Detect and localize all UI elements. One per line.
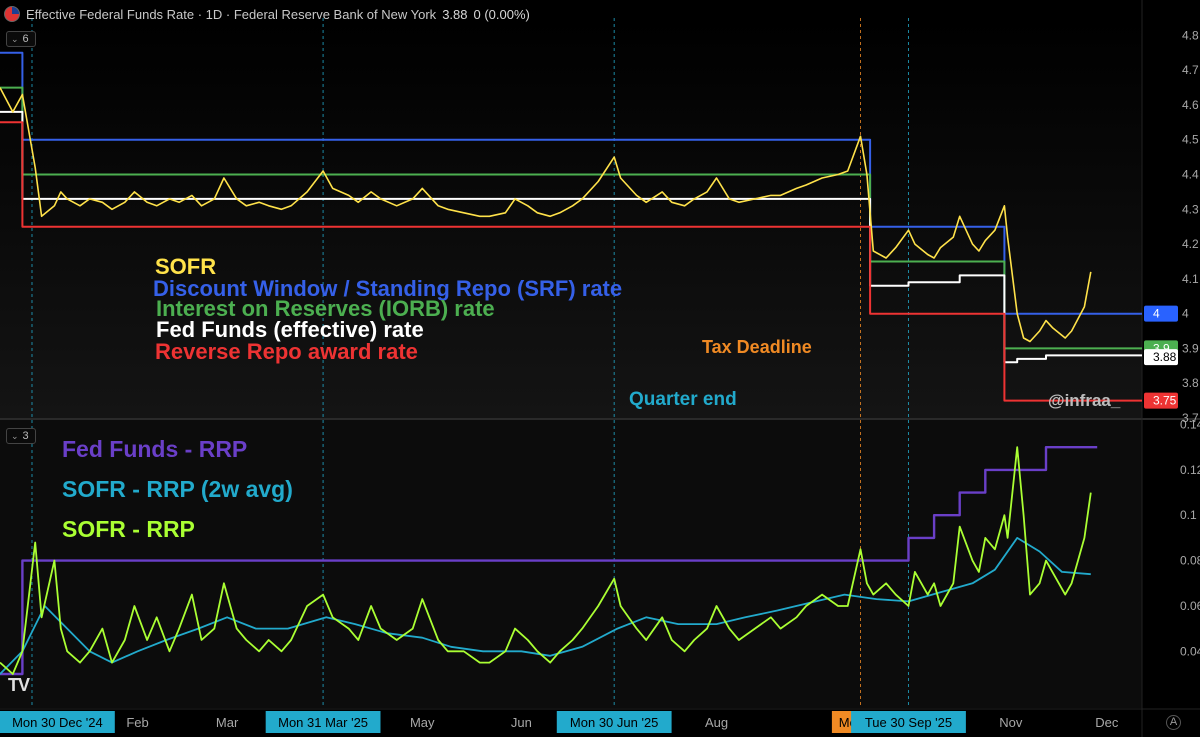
series-sofr[interactable]: [0, 87, 1092, 343]
watermark: @infraa_: [1048, 391, 1121, 410]
bottom-pane-indicator-count[interactable]: ⌄ 3: [6, 428, 36, 444]
price-tag-label: 3.75: [1153, 394, 1177, 408]
legend-sofr-minus-rrp: SOFR - RRP: [62, 516, 195, 542]
auto-scale-icon[interactable]: A: [1166, 715, 1181, 730]
legend-rrp: Reverse Repo award rate: [155, 339, 418, 364]
x-tick-highlight: Tue 30 Sep '25: [851, 711, 966, 733]
x-tick-highlight: Mon 31 Mar '25: [265, 711, 381, 733]
x-tick-highlight: Mon 30 Jun '25: [556, 711, 672, 733]
series-reverse-repo-award-rate[interactable]: [0, 121, 1142, 402]
bottom-y-tick-label: 0.08: [1180, 554, 1200, 568]
bottom-y-tick-label: 0.1: [1180, 508, 1197, 522]
legend-fed-funds: Fed Funds (effective) rate: [156, 317, 424, 342]
bottom-y-tick-label: 0.14: [1180, 418, 1200, 432]
top-y-tick-label: 4.5: [1182, 133, 1199, 147]
price-tag: 3.75: [1144, 392, 1178, 409]
series-fed-funds-rrp[interactable]: [0, 446, 1098, 676]
top-y-tick-label: 4.7: [1182, 63, 1199, 77]
x-tick-label: Mar: [216, 715, 239, 730]
x-tick-label: Feb: [126, 715, 148, 730]
price-tag: 3.88: [1144, 349, 1178, 366]
chevron-down-icon: ⌄: [11, 33, 19, 44]
series-sofr-rrp[interactable]: [0, 446, 1092, 675]
price-tag-label: 4: [1153, 307, 1160, 321]
bottom-y-tick-label: 0.04: [1180, 644, 1200, 658]
legend-fedfunds-minus-rrp: Fed Funds - RRP: [62, 436, 248, 462]
x-tick-label: Mon 30 Jun '25: [570, 715, 659, 730]
annotation-quarter-end: Quarter end: [629, 389, 737, 410]
us-flag-icon: [4, 6, 20, 22]
top-y-tick-label: 4.8: [1182, 28, 1199, 42]
series-sofr-rrp-2w-avg[interactable]: [0, 537, 1091, 675]
x-tick-label: Mon 30 Dec '24: [12, 715, 103, 730]
bottom-y-tick-label: 0.06: [1180, 599, 1200, 613]
x-tick-label: Aug: [705, 715, 728, 730]
chevron-down-icon: ⌄: [11, 430, 19, 441]
x-tick-highlight: Mon 30 Dec '24: [0, 711, 115, 733]
legend-iorb: Interest on Reserves (IORB) rate: [156, 296, 495, 321]
last-value: 3.88: [442, 6, 468, 22]
x-tick-label: Tue 30 Sep '25: [865, 715, 952, 730]
price-tag-label: 3.88: [1153, 350, 1177, 364]
legend-sofr: SOFR: [155, 254, 217, 279]
x-tick-label: Jun: [511, 715, 532, 730]
top-y-tick-label: 3.8: [1182, 376, 1199, 390]
legend-sofr-minus-rrp-avg: SOFR - RRP (2w avg): [62, 476, 293, 502]
top-pane-background: [0, 18, 1142, 418]
legend-srf: Discount Window / Standing Repo (SRF) ra…: [153, 276, 623, 301]
annotation-tax-deadline: Tax Deadline: [702, 337, 812, 357]
x-tick-label: Nov: [999, 715, 1023, 730]
top-y-tick-label: 3.9: [1182, 341, 1199, 355]
change-value: 0 (0.00%): [473, 6, 530, 22]
top-y-tick-label: 4.3: [1182, 202, 1199, 216]
chart-symbol-title[interactable]: Effective Federal Funds Rate · 1D · Fede…: [26, 6, 437, 22]
bottom-y-tick-label: 0.12: [1180, 463, 1200, 477]
x-tick-label: Mon 31 Mar '25: [278, 715, 368, 730]
top-y-tick-label: 4.2: [1182, 237, 1199, 251]
chart-header: Effective Federal Funds Rate · 1D · Fede…: [4, 4, 530, 24]
price-tag: 4: [1144, 305, 1178, 322]
bottom-pane-background: [0, 420, 1142, 708]
top-y-tick-label: 3.7: [1182, 411, 1199, 425]
x-tick-label: May: [410, 715, 435, 730]
top-y-tick-label: 4.1: [1182, 272, 1199, 286]
top-pane-indicator-count[interactable]: ⌄ 6: [6, 31, 36, 47]
x-tick-label: Dec: [1095, 715, 1119, 730]
top-y-tick-label: 4.4: [1182, 168, 1199, 182]
top-y-tick-label: 4: [1182, 307, 1189, 321]
series-fed-funds-effective-rate[interactable]: [0, 110, 1142, 364]
tradingview-logo-icon: TV: [8, 675, 30, 695]
top-y-tick-label: 4.6: [1182, 98, 1199, 112]
